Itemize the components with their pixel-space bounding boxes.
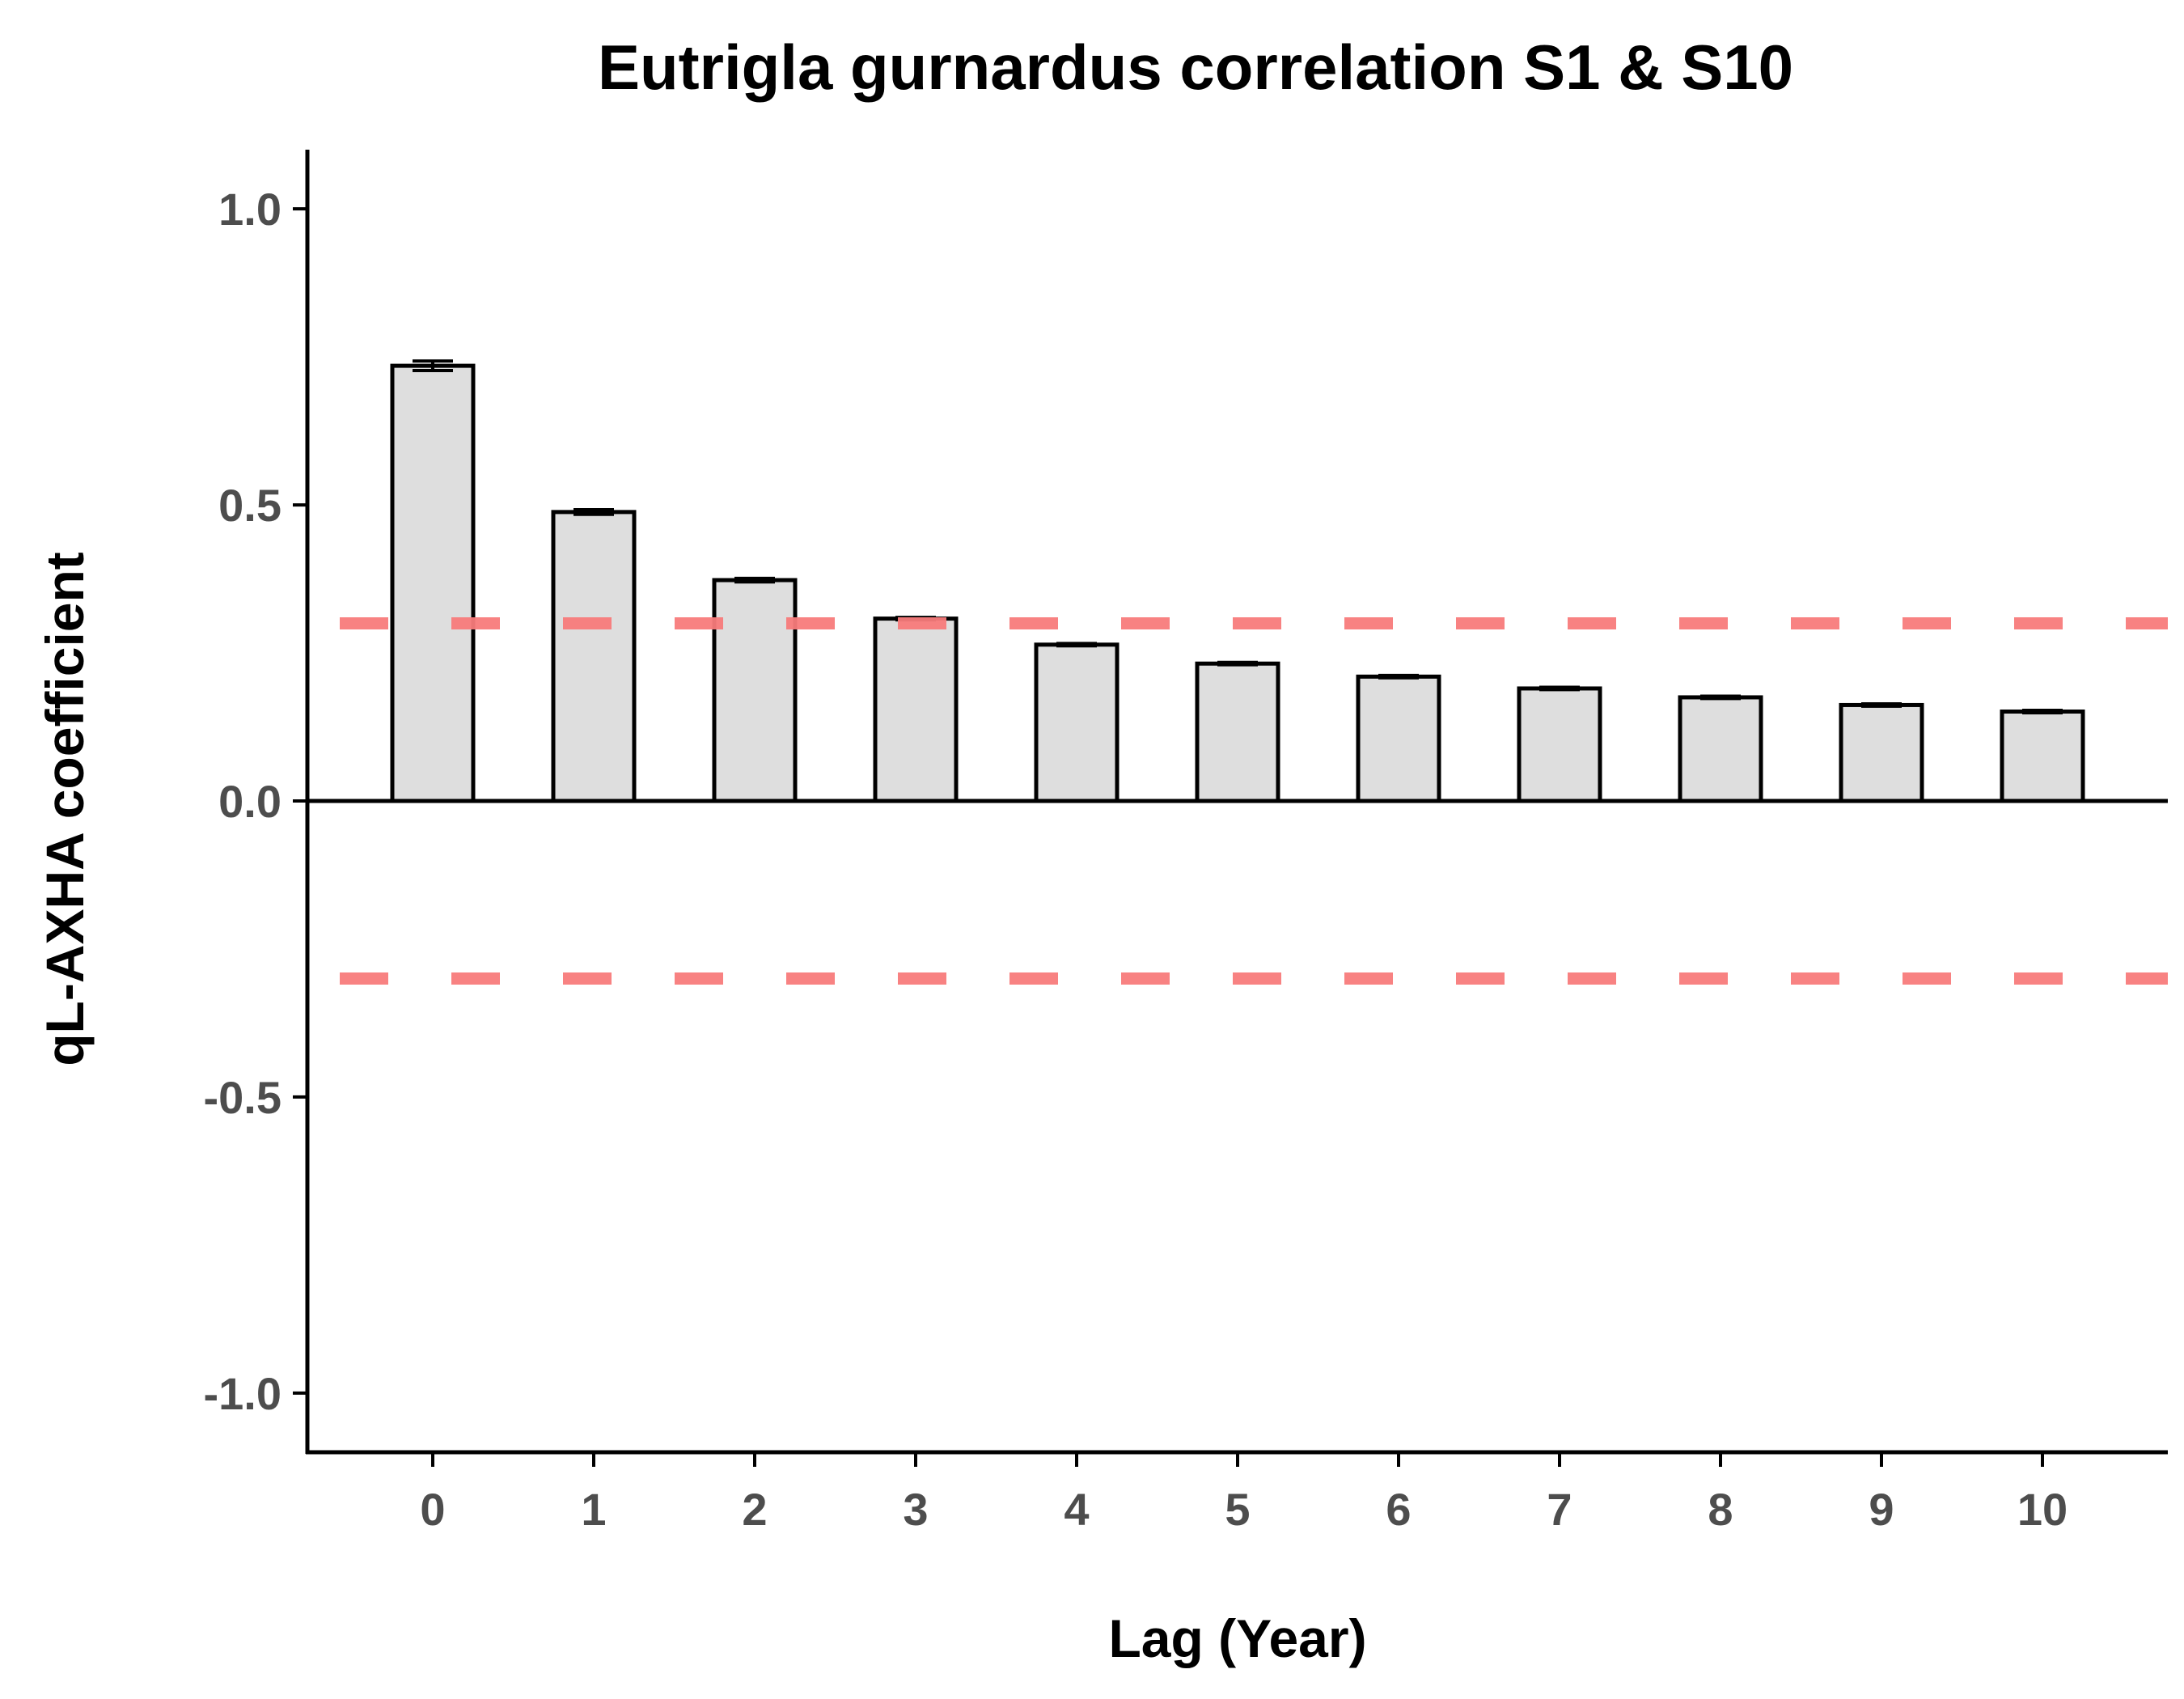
bar-9 [1839,702,1924,803]
x-tick-label: 8 [1708,1484,1733,1535]
y-tick-label: 0.0 [218,776,281,827]
bar-10 [2000,709,2085,803]
bar-7 [1517,686,1602,803]
chart-title: Eutrigla gurnardus correlation S1 & S10 [598,32,1793,103]
x-tick-label: 3 [903,1484,928,1535]
y-tick-label: 0.5 [218,480,281,531]
bar-3 [873,616,959,803]
bar-6 [1356,674,1441,803]
x-tick-label: 6 [1386,1484,1411,1535]
x-tick-label: 9 [1869,1484,1894,1535]
bar-0 [390,363,476,803]
bar-1 [551,510,637,803]
bar-5 [1195,661,1280,803]
y-tick-label: 1.0 [218,184,281,235]
x-axis-title: Lag (Year) [1108,1608,1366,1668]
x-tick-label: 10 [2017,1484,2068,1535]
bar-2 [712,578,798,803]
x-tick-label: 1 [581,1484,606,1535]
x-tick-label: 4 [1064,1484,1089,1535]
plot-area: 1.0 0.5 0.0 -0.5 -1.0 0 1 2 3 4 5 6 7 8 9 10 [204,150,2168,1535]
bar-8 [1678,695,1763,803]
y-axis-title: qL-AXHA coefficient [35,552,95,1066]
y-tick-label: -0.5 [204,1072,282,1123]
x-tick-label: 5 [1225,1484,1250,1535]
x-tick-label: 0 [420,1484,445,1535]
bar-4 [1034,642,1120,803]
x-tick-label: 2 [742,1484,767,1535]
y-tick-label: -1.0 [204,1368,282,1419]
x-tick-label: 7 [1547,1484,1572,1535]
